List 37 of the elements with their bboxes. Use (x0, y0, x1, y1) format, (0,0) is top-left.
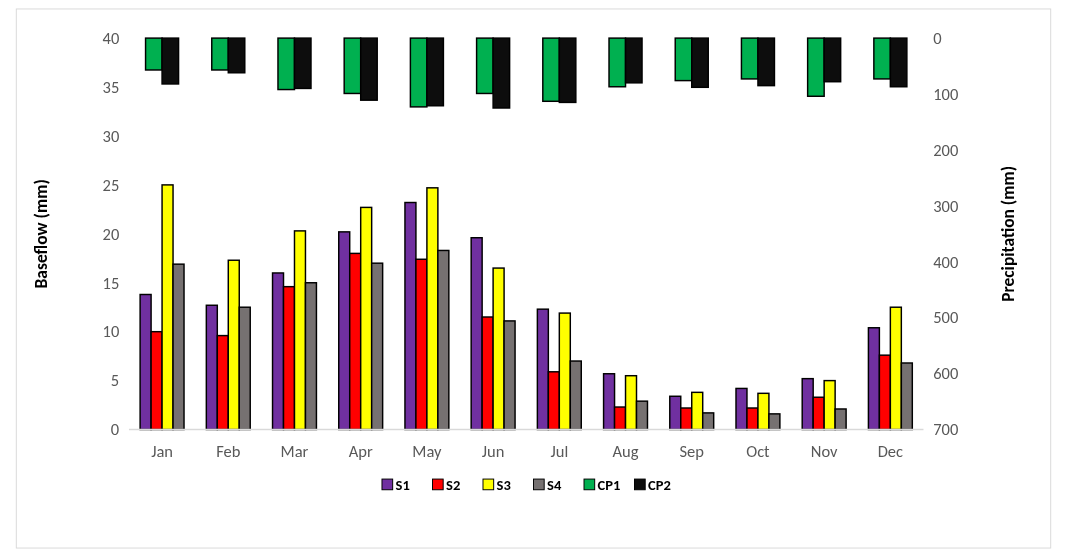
legend-label: S1 (395, 476, 410, 494)
x-tick-label: Dec (877, 440, 904, 461)
x-tick-label: Jan (151, 440, 173, 461)
legend-label: CP2 (648, 476, 671, 494)
x-tick-label: Sep (679, 440, 705, 461)
x-tick-label: Jun (481, 440, 505, 461)
y-tick-label: 15 (102, 272, 120, 293)
y2-tick-label: 100 (933, 83, 959, 104)
y-tick-label: 10 (102, 321, 120, 342)
y2-tick-label: 400 (933, 251, 959, 272)
y-tick-label: 20 (102, 223, 120, 244)
y-tick-label: 5 (110, 370, 120, 391)
legend-label: S3 (496, 476, 511, 494)
y-tick-label: 0 (110, 419, 120, 440)
x-tick-label: Oct (746, 440, 771, 461)
x-tick-label: May (412, 440, 443, 461)
legend-label: S4 (547, 476, 562, 494)
y-tick-label: 40 (102, 27, 120, 48)
legend-label: CP1 (597, 476, 621, 494)
y2-tick-label: 600 (933, 363, 959, 384)
y-tick-label: 30 (102, 125, 120, 146)
y2-tick-label: 0 (933, 27, 942, 48)
x-tick-label: Feb (216, 440, 241, 461)
y2-tick-label: 500 (933, 307, 959, 328)
x-tick-label: Jul (550, 440, 569, 461)
x-tick-label: Nov (810, 440, 839, 461)
y2-tick-label: 700 (933, 419, 959, 440)
y-axis-title: Baseflow (mm) (30, 179, 53, 289)
x-tick-label: Apr (348, 440, 373, 461)
y2-axis-title: Precipitation (mm) (996, 165, 1019, 302)
y2-tick-label: 300 (933, 195, 959, 216)
x-tick-label: Mar (280, 440, 309, 461)
x-tick-label: Aug (612, 440, 639, 461)
y-tick-label: 25 (102, 174, 120, 195)
legend-label: S2 (446, 476, 461, 494)
y2-tick-label: 200 (933, 139, 959, 160)
y-tick-label: 35 (102, 76, 120, 97)
